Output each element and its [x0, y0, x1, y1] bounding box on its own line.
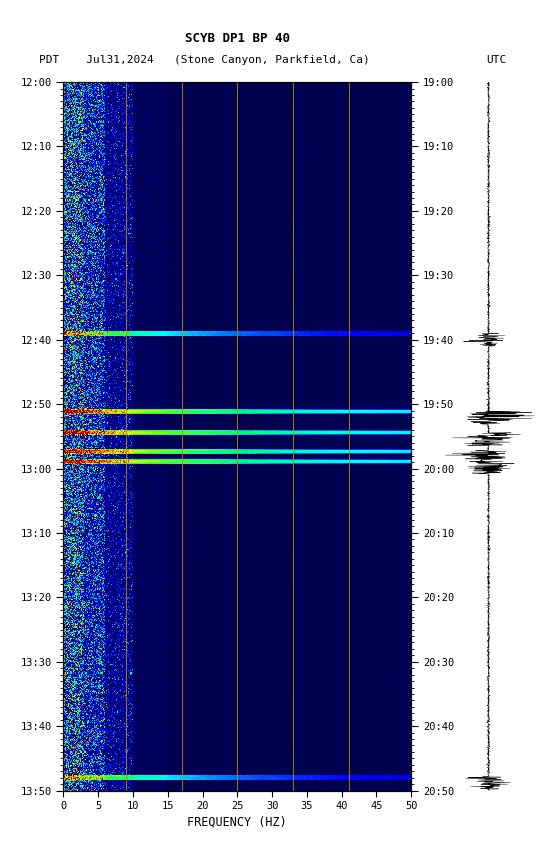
Text: UTC: UTC	[486, 55, 506, 66]
Text: SCYB DP1 BP 40: SCYB DP1 BP 40	[185, 32, 290, 46]
Text: PDT    Jul31,2024   (Stone Canyon, Parkfield, Ca): PDT Jul31,2024 (Stone Canyon, Parkfield,…	[39, 55, 369, 66]
X-axis label: FREQUENCY (HZ): FREQUENCY (HZ)	[188, 815, 287, 828]
